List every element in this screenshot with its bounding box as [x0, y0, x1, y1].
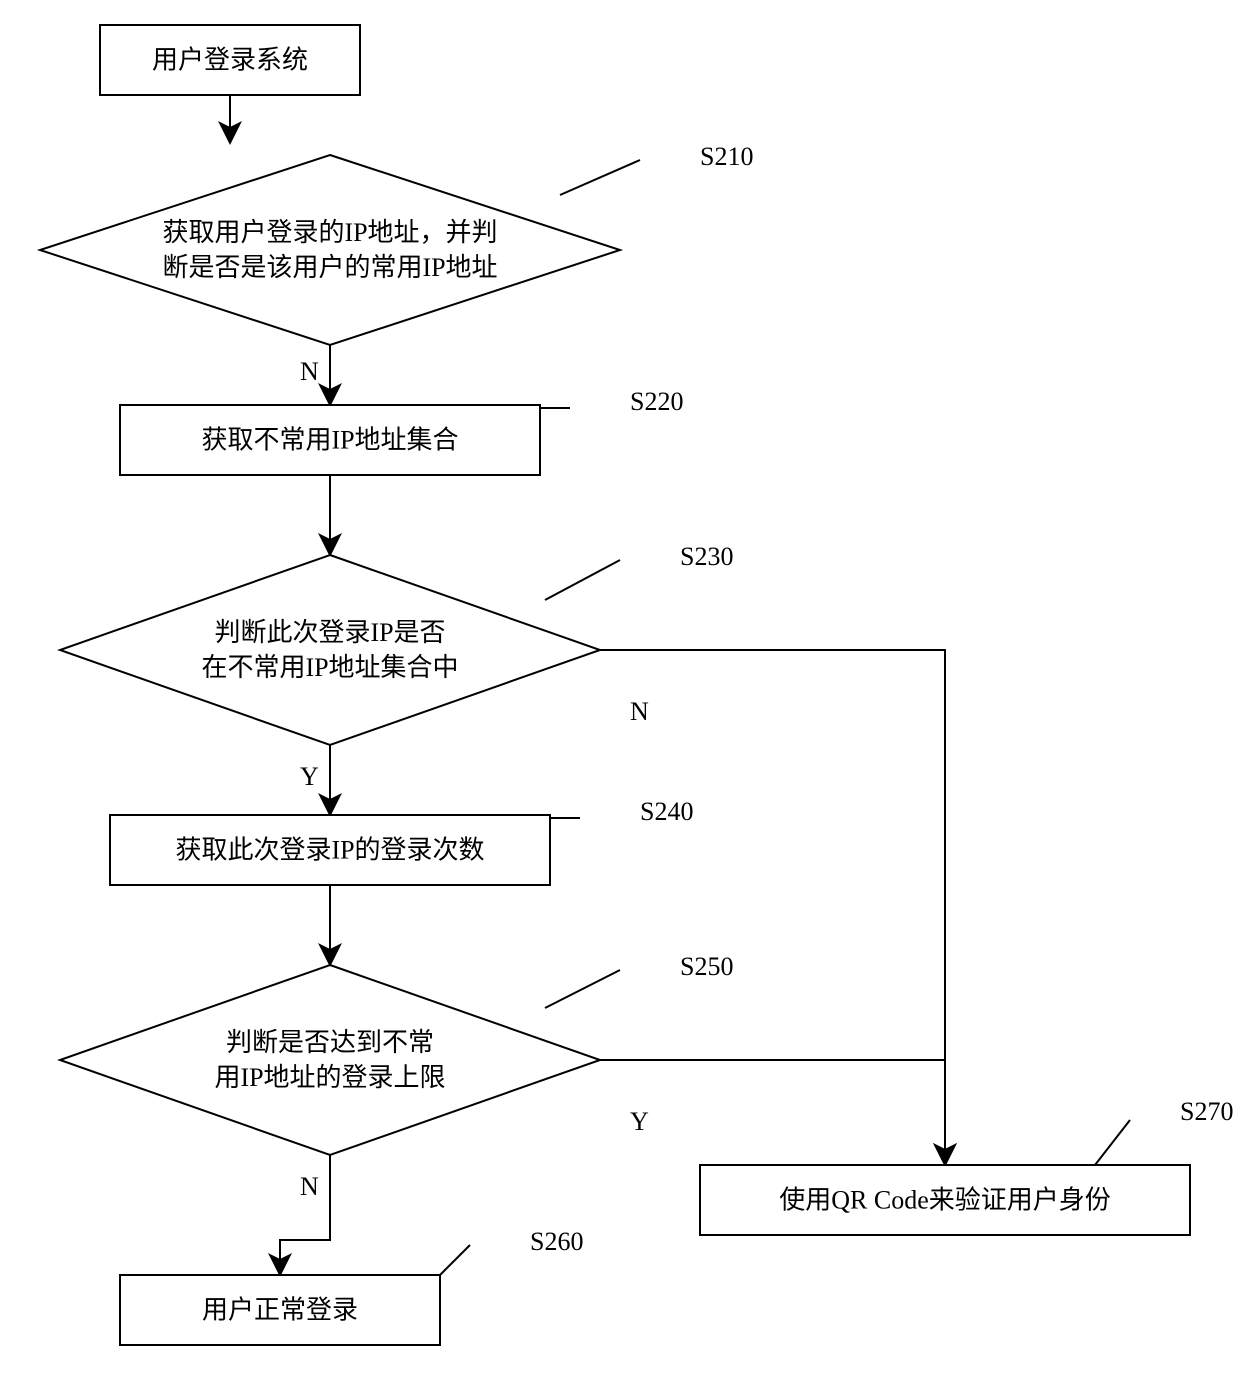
node-s270: 使用QR Code来验证用户身份 S270	[700, 1097, 1233, 1235]
node-diamond-s250	[60, 965, 600, 1155]
node-label-s260: 用户正常登录	[202, 1296, 358, 1325]
edge-6	[600, 650, 945, 1165]
node-label-s250-line0: 判断是否达到不常	[226, 1028, 434, 1057]
edge-label-5: N	[300, 1172, 319, 1201]
leaders-group	[440, 160, 1130, 1275]
node-s210: 获取用户登录的IP地址，并判断是否是该用户的常用IP地址 S210	[40, 142, 753, 345]
node-label-s210-line1: 断是否是该用户的常用IP地址	[162, 253, 497, 282]
node-diamond-s230	[60, 555, 600, 745]
edge-label-1: N	[300, 357, 319, 386]
node-label-s230-line0: 判断此次登录IP是否	[214, 618, 445, 647]
step-leader-4	[545, 970, 620, 1008]
node-diamond-s210	[40, 155, 620, 345]
step-label-s250: S250	[680, 952, 733, 981]
node-label-s220: 获取不常用IP地址集合	[201, 426, 458, 455]
nodes-group: 用户登录系统获取用户登录的IP地址，并判断是否是该用户的常用IP地址S210获取…	[40, 25, 1233, 1345]
node-label-s210-line0: 获取用户登录的IP地址，并判	[162, 218, 497, 247]
node-label-s240: 获取此次登录IP的登录次数	[175, 836, 484, 865]
node-s220: 获取不常用IP地址集合 S220	[120, 387, 683, 475]
edge-label-3: Y	[300, 762, 319, 791]
step-leader-0	[560, 160, 640, 195]
edge-7	[600, 1060, 945, 1165]
edge-label-7: Y	[630, 1107, 649, 1136]
edge-label-6: N	[630, 697, 649, 726]
step-leader-2	[545, 560, 620, 600]
step-label-s210: S210	[700, 142, 753, 171]
step-leader-5	[440, 1245, 470, 1275]
node-label-start: 用户登录系统	[152, 46, 308, 75]
node-s260: 用户正常登录 S260	[120, 1227, 583, 1345]
flowchart-canvas: N Y N N Y 用户登录系统获取用户登录的IP地址，并判断是否是该用户的常用IP地址…	[0, 0, 1240, 1393]
step-label-s240: S240	[640, 797, 693, 826]
node-s240: 获取此次登录IP的登录次数 S240	[110, 797, 693, 885]
step-label-s230: S230	[680, 542, 733, 571]
node-label-s250-line1: 用IP地址的登录上限	[214, 1063, 445, 1092]
node-label-s270: 使用QR Code来验证用户身份	[779, 1186, 1111, 1215]
step-label-s220: S220	[630, 387, 683, 416]
node-start: 用户登录系统	[100, 25, 360, 95]
step-label-s270: S270	[1180, 1097, 1233, 1126]
node-label-s230-line1: 在不常用IP地址集合中	[201, 653, 458, 682]
step-leader-6	[1095, 1120, 1130, 1165]
step-label-s260: S260	[530, 1227, 583, 1256]
